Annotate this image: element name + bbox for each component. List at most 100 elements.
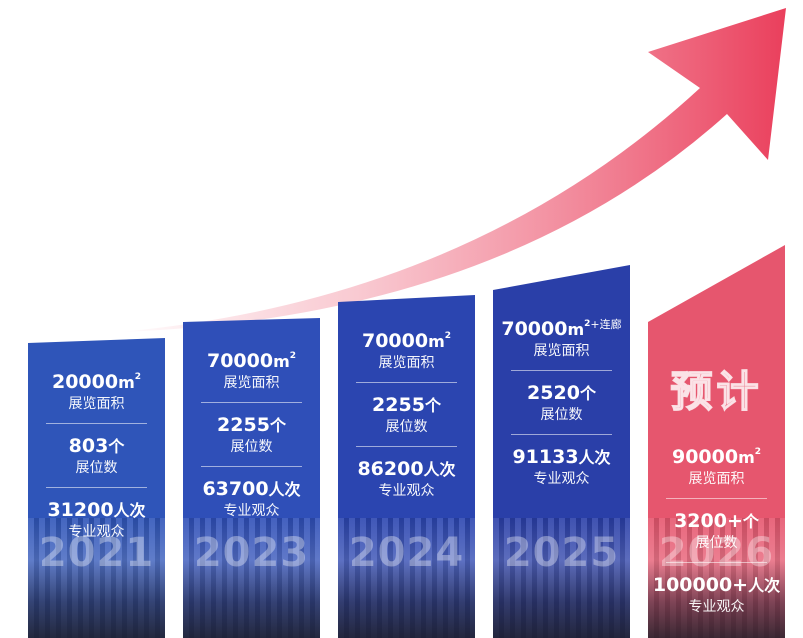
area-unit-sup: 2	[584, 319, 591, 329]
area-unit-sup: 2	[134, 372, 142, 382]
area-unit-sup: 2	[289, 351, 297, 361]
visitors-value: 86200人次	[338, 457, 475, 482]
divider	[200, 466, 303, 467]
booths-unit: 个	[579, 384, 596, 403]
area-label: 展览面积	[223, 375, 280, 391]
stats-block: 70000m2 展览面积 2255个 展位数 63700人次 专业观众	[183, 344, 320, 530]
divider	[665, 562, 768, 563]
area-number: 70000	[206, 350, 274, 372]
booths-label: 展位数	[230, 439, 273, 455]
booths-unit: 个	[424, 396, 441, 415]
visitors-value: 100000+人次	[648, 573, 785, 598]
stat-booths: 2255个 展位数	[183, 413, 320, 456]
booths-unit: 个	[108, 437, 125, 456]
booths-unit: 个	[269, 416, 286, 435]
booths-label: 展位数	[540, 407, 583, 423]
stat-visitors: 100000+人次 专业观众	[648, 573, 785, 616]
divider	[200, 402, 303, 403]
area-value: 70000m2	[338, 324, 475, 354]
booths-value: 2255个	[338, 393, 475, 418]
visitors-unit: 人次	[113, 501, 146, 520]
booths-number: 2255	[372, 394, 425, 416]
visitors-label: 专业观众	[378, 483, 435, 499]
divider	[510, 370, 613, 371]
visitors-label: 专业观众	[68, 524, 125, 540]
visitors-number: 100000+	[652, 574, 749, 596]
area-number: 20000	[51, 371, 119, 393]
area-value: 20000m2	[28, 365, 165, 395]
column-2024: 2024 70000m2 展览面积 2255个 展位数 86200人次 专业观众	[338, 295, 475, 638]
area-number: 90000	[671, 446, 739, 468]
stats-block: 70000m2+连廊 展览面积 2520个 展位数 91133人次 专业观众	[493, 312, 630, 498]
area-unit: m	[567, 320, 585, 339]
visitors-number: 31200	[47, 499, 114, 521]
visitors-value: 91133人次	[493, 445, 630, 470]
year-watermark: 2026	[658, 530, 775, 576]
divider	[355, 382, 458, 383]
area-label: 展览面积	[688, 471, 745, 487]
visitors-unit: 人次	[268, 480, 301, 499]
year-watermark: 2023	[193, 530, 310, 576]
visitors-label: 专业观众	[223, 503, 280, 519]
area-label: 展览面积	[68, 396, 125, 412]
stat-booths: 3200+个 展位数	[648, 509, 785, 552]
year-watermark: 2025	[503, 530, 620, 576]
visitors-number: 91133	[512, 446, 579, 468]
column-2023: 2023 70000m2 展览面积 2255个 展位数 63700人次 专业观众	[183, 318, 320, 638]
stats-block: 90000m2 展览面积 3200+个 展位数 100000+人次 专业观众	[648, 440, 785, 626]
stat-booths: 803个 展位数	[28, 434, 165, 477]
area-unit: m	[738, 448, 755, 467]
area-value: 70000m2	[183, 344, 320, 374]
booths-value: 3200+个	[648, 509, 785, 534]
divider	[665, 498, 768, 499]
visitors-label: 专业观众	[688, 599, 745, 615]
crowd-photo	[493, 518, 630, 638]
area-unit-sup: 2	[444, 331, 452, 341]
column-2026: 2026 预计 90000m2 展览面积 3200+个 展位数 100000+人次 专业观众	[648, 245, 785, 638]
visitors-unit: 人次	[423, 460, 456, 479]
booths-number: 803	[68, 435, 109, 457]
stat-visitors: 86200人次 专业观众	[338, 457, 475, 500]
booths-number: 2520	[527, 382, 580, 404]
stat-visitors: 91133人次 专业观众	[493, 445, 630, 488]
arrow-body	[120, 8, 786, 332]
stat-booths: 2255个 展位数	[338, 393, 475, 436]
divider	[45, 487, 148, 488]
stat-area: 90000m2 展览面积	[648, 440, 785, 488]
year-watermark: 2024	[348, 530, 465, 576]
divider	[355, 446, 458, 447]
divider	[45, 423, 148, 424]
visitors-label: 专业观众	[533, 471, 590, 487]
crowd-photo	[28, 518, 165, 638]
booths-label: 展位数	[385, 419, 428, 435]
visitors-number: 63700	[202, 478, 269, 500]
booths-value: 2520个	[493, 381, 630, 406]
stat-booths: 2520个 展位数	[493, 381, 630, 424]
stat-area: 70000m2 展览面积	[183, 344, 320, 392]
visitors-value: 31200人次	[28, 498, 165, 523]
forecast-badge: 预计	[670, 366, 763, 417]
booths-number: 3200+	[674, 510, 743, 532]
area-unit-sup: 2	[754, 447, 762, 457]
area-value: 90000m2	[648, 440, 785, 470]
area-number: 70000	[361, 330, 429, 352]
column-2025: 2025 70000m2+连廊 展览面积 2520个 展位数 91133人次 专业观众	[493, 265, 630, 638]
area-label: 展览面积	[533, 343, 590, 359]
area-unit: m	[428, 332, 445, 351]
booths-value: 2255个	[183, 413, 320, 438]
visitors-number: 86200	[357, 458, 424, 480]
area-unit: m	[273, 352, 290, 371]
stat-area: 70000m2 展览面积	[338, 324, 475, 372]
crowd-photo	[183, 518, 320, 638]
visitors-unit: 人次	[578, 448, 611, 467]
stat-visitors: 63700人次 专业观众	[183, 477, 320, 520]
booths-label: 展位数	[695, 535, 738, 551]
booths-value: 803个	[28, 434, 165, 459]
crowd-photo	[338, 518, 475, 638]
stats-block: 70000m2 展览面积 2255个 展位数 86200人次 专业观众	[338, 324, 475, 510]
booths-number: 2255	[217, 414, 270, 436]
column-2021: 2021 20000m2 展览面积 803个 展位数 31200人次 专业观众	[28, 338, 165, 638]
visitors-value: 63700人次	[183, 477, 320, 502]
